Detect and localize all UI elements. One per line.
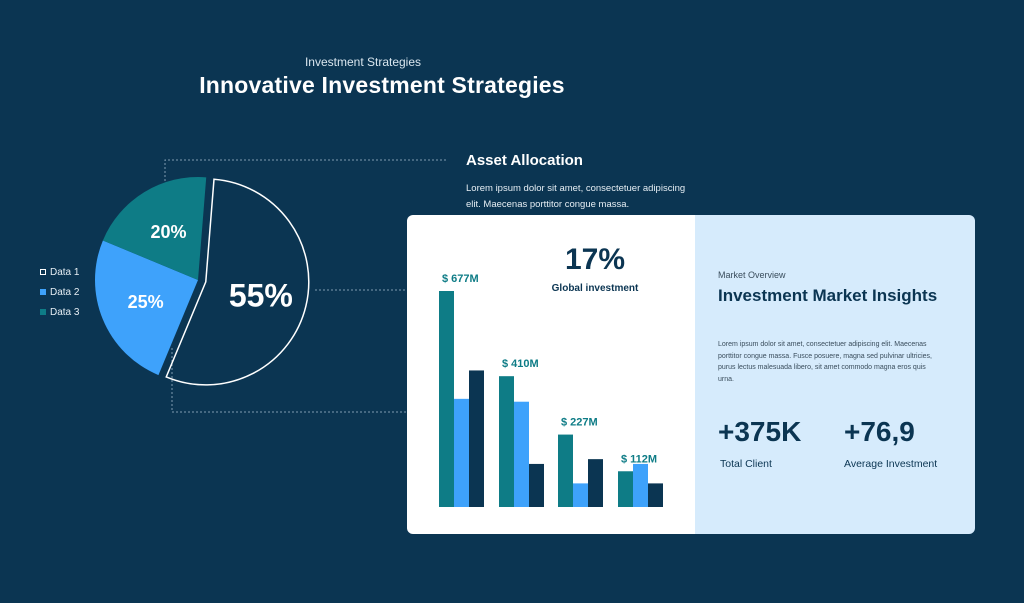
bar	[514, 401, 529, 507]
bar	[618, 471, 633, 507]
legend-swatch	[40, 289, 46, 295]
pie-value-label: 25%	[128, 292, 164, 312]
bar-data-label: $ 677M	[442, 273, 479, 285]
page-title: Innovative Investment Strategies	[199, 72, 565, 98]
pie-value-label: 55%	[229, 277, 293, 313]
average-investment-value: +76,9	[844, 416, 915, 447]
global-investment-value: 17%	[564, 243, 626, 276]
bar	[558, 434, 573, 507]
legend-label: Data 2	[50, 286, 80, 298]
bar	[529, 463, 544, 507]
bar	[588, 459, 603, 507]
legend-label: Data 1	[50, 266, 80, 278]
asset-allocation-text: Lorem ipsum dolor sit amet, consectetuer…	[466, 183, 686, 210]
bar	[454, 398, 469, 507]
market-overview-label: Market Overview	[718, 270, 786, 280]
average-investment-label: Average Investment	[844, 458, 938, 470]
total-client-label: Total Client	[720, 458, 772, 470]
bar-data-label: $ 227M	[561, 417, 598, 429]
bar	[439, 291, 454, 507]
bar	[633, 463, 648, 507]
pie-value-label: 20%	[150, 222, 186, 242]
bar-chart: $ 677M $ 410M $ 227M $ 112M	[439, 273, 663, 507]
pie-slice	[102, 177, 207, 280]
total-client-value: +375K	[718, 416, 802, 447]
bar	[648, 483, 663, 507]
bar	[573, 483, 588, 507]
legend-item: Data 2	[40, 282, 79, 302]
market-overview-card	[695, 215, 975, 534]
legend-swatch	[40, 309, 46, 315]
global-investment-label: Global investment	[551, 283, 639, 294]
page-subtitle: Investment Strategies	[304, 55, 422, 69]
bar-data-label: $ 410M	[502, 358, 539, 370]
pie-chart: 55% 25% 20%	[94, 177, 310, 386]
legend-item: Data 3	[40, 302, 79, 322]
pie-legend: Data 1 Data 2 Data 3	[40, 262, 79, 322]
pie-slice	[165, 178, 310, 386]
market-insights-title: Investment Market Insights	[718, 286, 938, 305]
bar-data-label: $ 112M	[621, 453, 657, 465]
pie-slice	[94, 240, 198, 376]
market-insights-text: Lorem ipsum dolor sit amet, consectetuer…	[718, 341, 932, 383]
asset-allocation-title: Asset Allocation	[466, 152, 583, 169]
legend-item: Data 1	[40, 262, 79, 282]
bar	[499, 376, 514, 507]
legend-swatch	[40, 269, 46, 275]
legend-label: Data 3	[50, 306, 80, 318]
bar	[469, 370, 484, 507]
